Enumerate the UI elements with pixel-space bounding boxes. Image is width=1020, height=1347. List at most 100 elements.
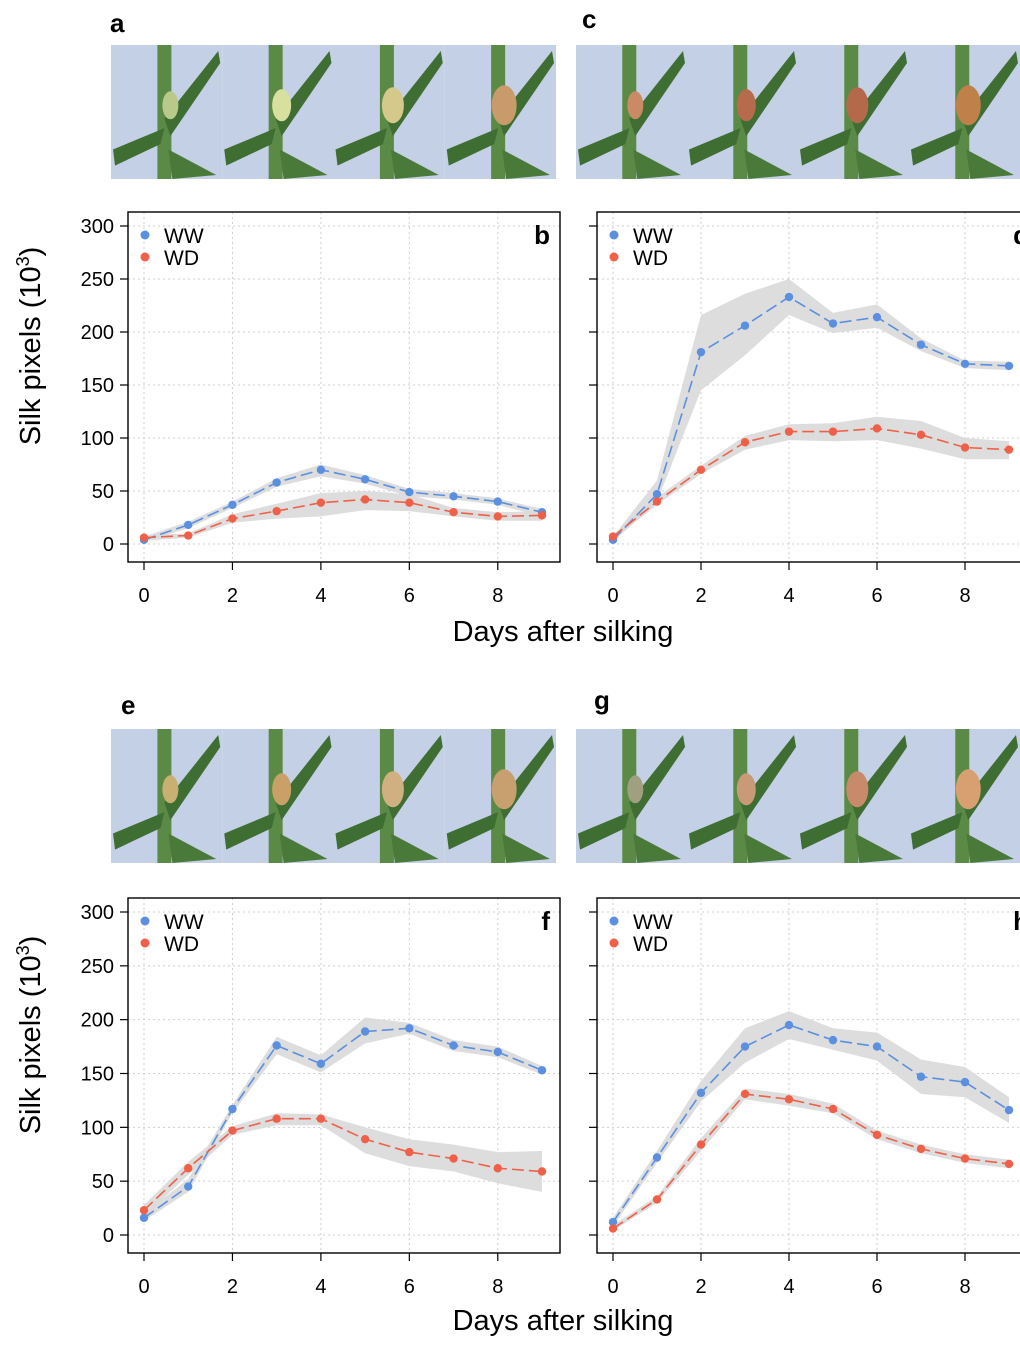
data-point-ww [228,1104,237,1114]
data-point-wd [784,1095,794,1104]
data-point-wd [316,1114,326,1123]
data-point-ww [139,1213,149,1222]
data-point-wd [916,1144,926,1154]
photo-leaf [744,833,792,863]
data-point-ww [872,312,882,322]
data-point-wd [652,497,662,506]
data-point-ww [316,1059,326,1069]
photo-leaf [224,128,276,166]
series-line-wd [612,427,1010,538]
data-point-wd [316,498,326,507]
legend-label-ww: WW [164,911,204,934]
legend-label-ww: WW [633,225,673,248]
photo-leaf [633,149,681,179]
x-tick-label: 6 [404,1276,415,1298]
data-point-ww [696,347,706,357]
data-point-wd [537,1167,547,1176]
data-point-ww [1004,1105,1014,1115]
data-point-wd [740,438,750,447]
x-tick-label: 2 [695,585,706,607]
data-point-ww [828,1035,838,1045]
data-point-ww [316,465,326,474]
data-point-wd [184,1164,193,1173]
data-point-ww [184,520,193,530]
photo-silk [955,85,981,126]
data-point-wd [1004,1159,1014,1169]
data-point-ww [740,321,750,330]
photo-silk [162,775,179,804]
photo-leaf [279,833,328,863]
photo-leaf [633,833,681,863]
plot-frame [127,211,561,563]
photo-leaf [855,833,903,863]
data-point-ww [960,1077,970,1087]
data-point-wd [272,506,281,516]
data-point-ww [360,475,370,484]
data-point-ww [608,1217,618,1227]
data-point-ww [360,1027,370,1036]
data-point-wd [696,1140,706,1149]
panel-letter-h: h [1013,906,1020,936]
y-tick-label: 300 [81,216,114,238]
legend-label-ww: WW [164,225,204,248]
x-tick-label: 2 [695,1276,706,1298]
legend-label-wd: WD [164,247,199,270]
legend-label-wd: WD [633,933,668,956]
data-point-wd [784,427,794,436]
x-tick-label: 6 [404,585,415,607]
data-point-wd [228,514,237,523]
y-tick-label: 200 [81,1010,114,1032]
panel-letter-a: a [110,8,125,38]
data-point-ww [740,1042,750,1051]
photo-leaf [502,149,550,179]
y-axis-title-sup: 3 [13,945,33,955]
photo-leaf [275,735,332,821]
photo-silk [955,769,981,810]
data-point-wd [960,1154,970,1163]
photo-leaf [168,833,217,863]
plot-frame [596,211,1020,563]
series-line-ww [143,1027,543,1219]
x-tick-label: 8 [492,585,503,607]
photo-silk [627,775,644,804]
legend-label-wd: WD [633,247,668,270]
y-tick-label: 250 [81,269,114,291]
legend-marker-ww [609,916,619,926]
legend-marker-wd [140,252,150,262]
x-tick-label: 2 [227,585,238,607]
photo-strips [111,45,1020,863]
x-tick-label: 2 [227,1276,238,1298]
legend-marker-wd [609,938,619,948]
series-line-ww [612,1024,1010,1223]
legend-marker-ww [140,916,150,926]
x-tick-label: 4 [783,585,794,607]
data-point-ww [652,489,662,499]
panel-letter-f: f [541,906,550,936]
y-axis-title-bottom: Silk pixels (103) [13,936,47,1135]
y-tick-label: 100 [81,428,114,450]
x-tick-label: 4 [315,1276,326,1298]
data-point-wd [405,1147,414,1157]
photo-silk [381,87,404,124]
photo-leaf [800,128,852,166]
data-point-ww [493,497,502,506]
photo-leaf [911,128,963,166]
photo-leaf [390,149,439,179]
data-point-wd [139,533,149,542]
photo-silk [381,771,404,808]
photo-strip [576,45,1020,179]
confidence-band-ww [613,279,1009,542]
data-point-ww [784,1020,794,1030]
y-tick-label: 200 [81,322,114,344]
panel-letter-e: e [121,690,135,720]
data-point-ww [228,500,237,509]
data-point-wd [360,495,370,504]
legend-label-ww: WW [633,911,673,934]
photo-leaf [629,51,685,137]
x-tick-label: 0 [138,585,149,607]
x-axis-title-top: Days after silking [453,616,674,648]
photo-strip [576,729,1020,863]
